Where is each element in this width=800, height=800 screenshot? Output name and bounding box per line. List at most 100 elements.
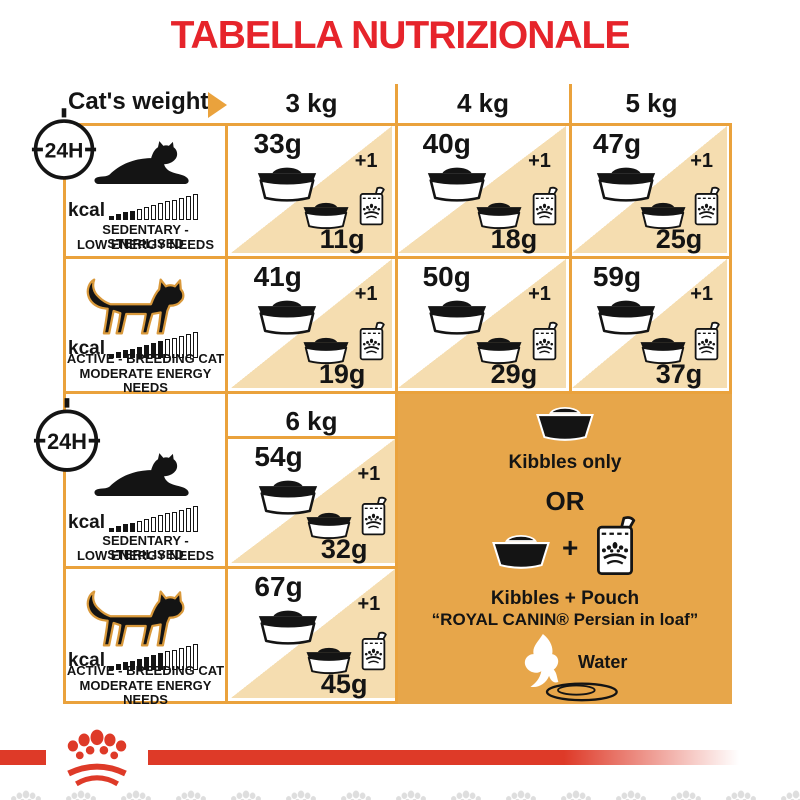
grid-hline [63, 566, 398, 569]
grid-vline [395, 84, 398, 704]
kcal-bar [115, 352, 121, 358]
kcal-bar [178, 197, 184, 220]
kcal-bar [150, 517, 156, 532]
crown-watermark-icon [279, 789, 323, 800]
grid-hline [228, 436, 398, 439]
kcal-bar [122, 662, 128, 670]
kcal-bar [136, 520, 142, 532]
bowl-icon [241, 607, 336, 647]
bowl-icon [532, 404, 598, 444]
kcal-bar [192, 194, 198, 220]
kcal-bar [143, 518, 149, 532]
kcal-bar [192, 644, 198, 670]
kcal-scale: kcal [68, 504, 198, 532]
arrow-right-icon [208, 92, 227, 118]
feeding-cell-active-5kg: 59g +1 37g [572, 259, 727, 388]
profile-line1: SEDENTARY - STERILISED [102, 533, 189, 563]
mixed-amount: 29g [490, 359, 538, 389]
kcal-bar [150, 655, 156, 670]
kcal-bar [171, 337, 177, 358]
pouch-icon [359, 630, 388, 674]
24h-clock-icon: 24H [31, 108, 97, 180]
mixed-amount: 45g [320, 669, 368, 699]
kcal-bar [108, 666, 114, 670]
mixed-amount: 11g [319, 224, 365, 254]
kcal-bar [185, 507, 191, 532]
profile-line1: ACTIVE - BREEDING CAT [66, 351, 225, 366]
kcal-bar [122, 350, 128, 358]
kcal-label: kcal [68, 338, 105, 359]
kcal-bar [115, 214, 121, 220]
legend-water-label: Water [578, 652, 628, 672]
crown-watermark-pattern [4, 789, 800, 800]
legend-or-label: OR [545, 486, 585, 516]
crown-watermark-icon [554, 789, 598, 800]
kcal-bar [185, 645, 191, 670]
mixed-amount: 18g [490, 224, 538, 254]
cat-lying-icon [92, 452, 194, 506]
kcal-bar-chart [108, 644, 198, 670]
feeding-cell-sedentary-5kg: 47g +1 25g [572, 126, 727, 253]
grid-vline [729, 123, 732, 394]
crown-watermark-icon [114, 789, 158, 800]
plus-one-label: +1 [357, 593, 381, 615]
crown-watermark-icon [499, 789, 543, 800]
kcal-bar [108, 354, 114, 358]
pouch-icon [530, 320, 559, 364]
bowl-icon [408, 297, 505, 337]
kcal-bar [178, 335, 184, 358]
feeding-cell-sedentary-3kg: 33g +1 11g [231, 126, 392, 253]
kcal-scale: kcal [68, 642, 198, 670]
kcal-bar [108, 528, 114, 532]
profile-line2: LOW ENERGY NEEDS [76, 237, 214, 252]
column-header-5kg: 5 kg [625, 88, 678, 118]
water-ripples-icon [540, 680, 620, 702]
pouch-icon [359, 495, 388, 539]
legend-kibbles-pouch-label: Kibbles + Pouch [490, 588, 640, 609]
crown-watermark-icon [4, 789, 48, 800]
column-header-3kg: 3 kg [285, 88, 338, 118]
profile-line2: MODERATE ENERGY NEEDS [79, 678, 212, 708]
kcal-bar [136, 658, 142, 670]
kcal-scale: kcal [68, 192, 198, 220]
kcal-bar [136, 208, 142, 220]
kibbles-amount: 41g [253, 261, 302, 292]
pouch-icon [357, 320, 386, 364]
crown-watermark-icon [774, 789, 800, 800]
plus-one-label: +1 [690, 150, 714, 172]
crown-watermark-icon [664, 789, 708, 800]
crown-watermark-icon [389, 789, 433, 800]
crown-watermark-icon [609, 789, 653, 800]
bowl-icon [241, 297, 334, 337]
bowl-icon [241, 164, 334, 204]
plus-one-label: +1 [528, 150, 551, 172]
brand-stripe [0, 750, 762, 765]
kcal-bar [143, 206, 149, 220]
plus-sign: + [562, 532, 579, 563]
cats-weight-label: Cat's weight [68, 88, 209, 115]
kcal-label: kcal [68, 512, 105, 533]
crown-watermark-icon [59, 789, 103, 800]
kcal-bar [129, 210, 135, 220]
kcal-bar [164, 339, 170, 358]
plus-one-label: +1 [690, 283, 714, 305]
legend-pouch-name: “ROYAL CANIN® Persian in loaf” [431, 610, 699, 629]
kcal-bar [115, 664, 121, 670]
kcal-bar-chart [108, 332, 198, 358]
kcal-label: kcal [68, 650, 105, 671]
kcal-bar [157, 515, 163, 532]
24h-label: 24H [45, 140, 84, 163]
crown-watermark-icon [224, 789, 268, 800]
page-title: TABELLA NUTRIZIONALE [170, 14, 631, 57]
24h-clock-icon: 24H [33, 398, 101, 472]
kcal-bar [129, 660, 135, 670]
kibbles-amount: 33g [253, 128, 302, 159]
kcal-bar [150, 343, 156, 358]
mixed-amount: 32g [320, 534, 368, 564]
kcal-bar [185, 195, 191, 220]
cat-lying-icon [92, 140, 194, 194]
profile-line1: ACTIVE - BREEDING CAT [66, 663, 225, 678]
kcal-bar [143, 344, 149, 358]
kcal-bar [136, 346, 142, 358]
